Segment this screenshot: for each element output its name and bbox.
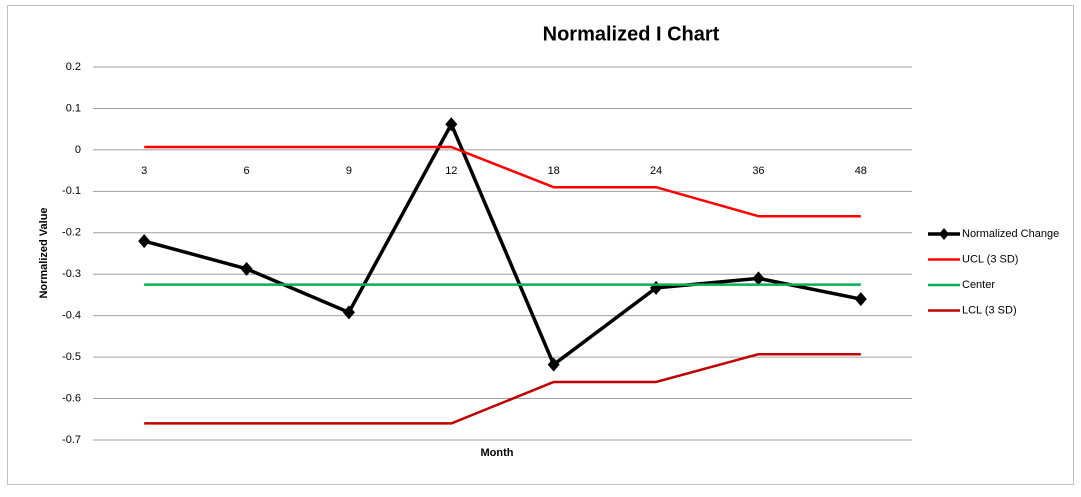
y-tick-label: -0.7 — [62, 434, 81, 446]
legend-marker — [939, 228, 949, 240]
legend-label: LCL (3 SD) — [962, 304, 1017, 316]
x-tick-label: 12 — [445, 165, 457, 177]
series-line — [143, 122, 862, 367]
series-line — [144, 352, 861, 425]
y-tick-label: -0.3 — [62, 268, 81, 280]
y-tick-label: -0.2 — [62, 227, 81, 239]
x-tick-label: 36 — [752, 165, 764, 177]
y-axis-title: Normalized Value — [38, 207, 50, 298]
legend-label: Normalized Change — [962, 228, 1059, 240]
marker — [240, 261, 253, 276]
marker — [138, 234, 151, 249]
marker — [342, 305, 355, 320]
series-line — [144, 145, 861, 218]
y-tick-label: 0 — [75, 144, 81, 156]
x-axis-title: Month — [481, 447, 514, 459]
x-tick-label: 3 — [141, 165, 147, 177]
x-tick-label: 9 — [346, 165, 352, 177]
y-tick-label: 0.1 — [66, 102, 81, 114]
y-tick-label: -0.6 — [62, 392, 81, 404]
legend-label: UCL (3 SD) — [962, 253, 1018, 265]
y-tick-label: -0.5 — [62, 351, 81, 363]
marker — [854, 292, 867, 307]
marker — [547, 357, 560, 372]
legend-label: Center — [962, 279, 995, 291]
marker — [752, 271, 765, 286]
x-tick-label: 18 — [548, 165, 560, 177]
x-tick-label: 48 — [855, 165, 867, 177]
y-tick-label: -0.1 — [62, 185, 81, 197]
chart-border — [7, 5, 1074, 485]
marker — [445, 117, 458, 132]
chart-title: Normalized I Chart — [543, 23, 720, 45]
x-tick-label: 6 — [244, 165, 250, 177]
y-tick-label: 0.2 — [66, 61, 81, 73]
y-tick-label: -0.4 — [62, 310, 81, 322]
x-tick-label: 24 — [650, 165, 662, 177]
